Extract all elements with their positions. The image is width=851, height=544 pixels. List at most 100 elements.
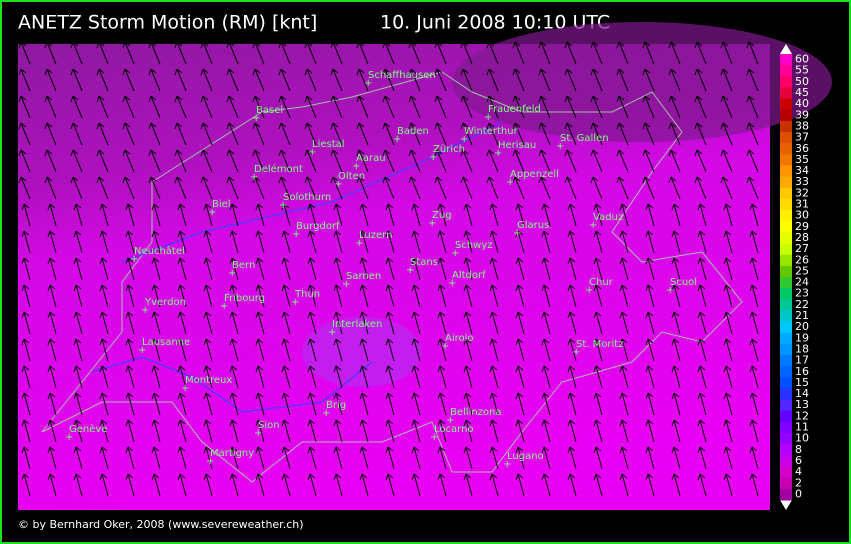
arrow — [151, 446, 161, 470]
arrow — [99, 473, 109, 497]
arrow — [382, 95, 395, 119]
city-marker: + — [138, 345, 146, 356]
arrow — [255, 392, 265, 416]
scale-swatch — [780, 87, 792, 100]
scale-swatch — [780, 433, 792, 445]
arrow — [463, 392, 473, 416]
copyright: © by Bernhard Oker, 2008 (www.severeweat… — [18, 518, 304, 531]
arrow — [151, 392, 161, 416]
arrow — [73, 446, 83, 470]
arrow — [333, 392, 343, 416]
scale-swatch — [780, 98, 792, 111]
arrow — [333, 257, 343, 281]
arrow — [203, 257, 213, 281]
arrow — [125, 419, 135, 443]
arrow — [593, 419, 603, 443]
city-marker: + — [141, 305, 149, 316]
city-label: Airolo — [445, 333, 474, 344]
arrow — [515, 338, 525, 362]
scale-label: 22 — [795, 298, 809, 311]
arrow — [486, 68, 499, 92]
arrow — [486, 122, 499, 146]
arrow — [356, 95, 369, 119]
arrow — [356, 149, 369, 173]
scale-label: 15 — [795, 376, 809, 389]
arrow — [746, 41, 759, 65]
arrow — [746, 95, 759, 119]
arrow — [203, 392, 213, 416]
arrow — [671, 338, 681, 362]
arrow — [21, 473, 31, 497]
city-marker: + — [181, 383, 189, 394]
scale-label: 28 — [795, 231, 809, 244]
arrow — [671, 365, 681, 389]
arrow — [411, 257, 421, 281]
arrow — [229, 365, 239, 389]
scale-swatch — [780, 265, 792, 278]
arrow — [645, 365, 655, 389]
arrow — [229, 284, 239, 308]
city-marker: + — [279, 200, 287, 211]
arrow — [460, 41, 473, 65]
arrow — [671, 446, 681, 470]
arrow — [590, 122, 603, 146]
arrow — [671, 257, 681, 281]
arrow — [593, 257, 603, 281]
arrow — [697, 446, 707, 470]
arrow — [408, 68, 421, 92]
arrow — [460, 68, 473, 92]
arrow — [96, 68, 109, 92]
arrow — [619, 365, 629, 389]
arrow — [73, 257, 83, 281]
arrow — [749, 473, 759, 497]
arrow — [359, 473, 369, 497]
arrow — [125, 338, 135, 362]
scale-swatch — [780, 143, 792, 155]
arrow — [720, 176, 733, 200]
arrow — [70, 41, 83, 65]
scale-swatch — [780, 176, 792, 189]
map — [18, 22, 832, 510]
scale-swatch — [780, 477, 792, 490]
scale-swatch — [780, 109, 792, 122]
arrow — [697, 473, 707, 497]
arrow — [515, 446, 525, 470]
arrow — [723, 446, 733, 470]
arrow — [720, 122, 733, 146]
arrow — [307, 257, 317, 281]
scale-swatch — [780, 221, 792, 233]
arrow — [411, 365, 421, 389]
city-label: Scuol — [670, 277, 697, 288]
arrow — [304, 68, 317, 92]
arrow — [385, 365, 395, 389]
arrow — [489, 392, 499, 416]
arrow — [408, 41, 421, 65]
arrow — [463, 419, 473, 443]
arrow — [645, 230, 655, 254]
arrow — [151, 230, 161, 254]
arrow — [73, 473, 83, 497]
scale-label: 17 — [795, 354, 809, 367]
border — [41, 71, 743, 483]
arrow — [515, 311, 525, 335]
arrow — [96, 149, 109, 173]
scale-swatch — [780, 54, 792, 66]
arrow — [642, 68, 655, 92]
arrow — [564, 41, 577, 65]
date: 10. Juni 2008 10:10 UTC — [380, 12, 610, 34]
city-label: Vaduz — [593, 212, 623, 223]
scale-swatch — [780, 198, 792, 211]
arrow — [567, 257, 577, 281]
scale-swatch — [780, 120, 792, 133]
arrow — [44, 176, 57, 200]
arrow — [307, 392, 317, 416]
scale-swatch — [780, 466, 792, 479]
arrow — [460, 149, 473, 173]
arrow — [697, 338, 707, 362]
arrow — [307, 203, 317, 227]
scale-label: 30 — [795, 209, 809, 222]
arrow — [538, 68, 551, 92]
arrow — [203, 419, 213, 443]
arrow — [177, 284, 187, 308]
arrow — [385, 203, 395, 227]
